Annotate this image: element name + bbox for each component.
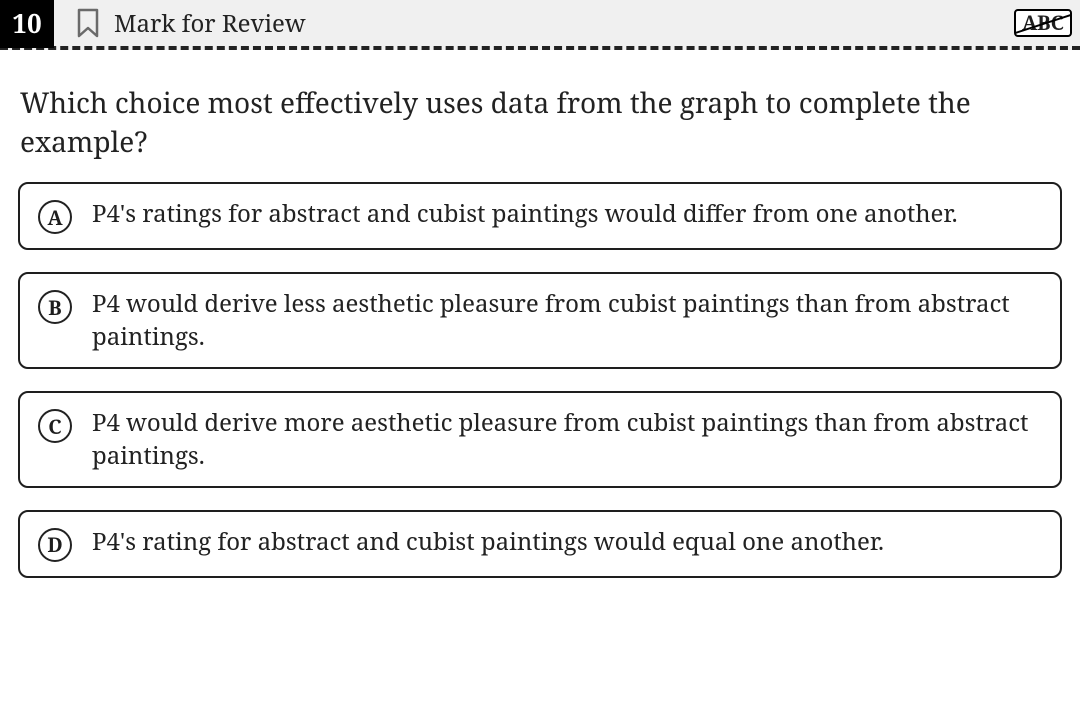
choice-letter-badge: C [38, 409, 72, 443]
bookmark-icon [76, 8, 100, 38]
choice-b[interactable]: B P4 would derive less aesthetic pleasur… [18, 272, 1062, 369]
question-panel: 10 Mark for Review ABC Which choice most… [0, 0, 1080, 598]
choice-d[interactable]: D P4's rating for abstract and cubist pa… [18, 510, 1062, 578]
choice-c[interactable]: C P4 would derive more aesthetic pleasur… [18, 391, 1062, 488]
question-stem: Which choice most effectively uses data … [0, 50, 1080, 172]
question-header: 10 Mark for Review ABC [0, 0, 1080, 50]
choice-a[interactable]: A P4's ratings for abstract and cubist p… [18, 182, 1062, 250]
choice-text: P4 would derive less aesthetic pleasure … [92, 288, 1042, 353]
question-number: 10 [12, 5, 41, 41]
choice-letter-badge: D [38, 528, 72, 562]
choice-text: P4 would derive more aesthetic pleasure … [92, 407, 1042, 472]
choice-letter-badge: B [38, 290, 72, 324]
choice-letter-badge: A [38, 200, 72, 234]
strike-options-button[interactable]: ABC [1014, 9, 1072, 37]
question-number-badge: 10 [0, 0, 54, 48]
choice-text: P4's ratings for abstract and cubist pai… [92, 198, 958, 230]
mark-for-review-label: Mark for Review [114, 7, 306, 40]
mark-for-review-button[interactable]: Mark for Review [76, 7, 306, 40]
answer-choices: A P4's ratings for abstract and cubist p… [0, 172, 1080, 598]
choice-text: P4's rating for abstract and cubist pain… [92, 526, 884, 558]
